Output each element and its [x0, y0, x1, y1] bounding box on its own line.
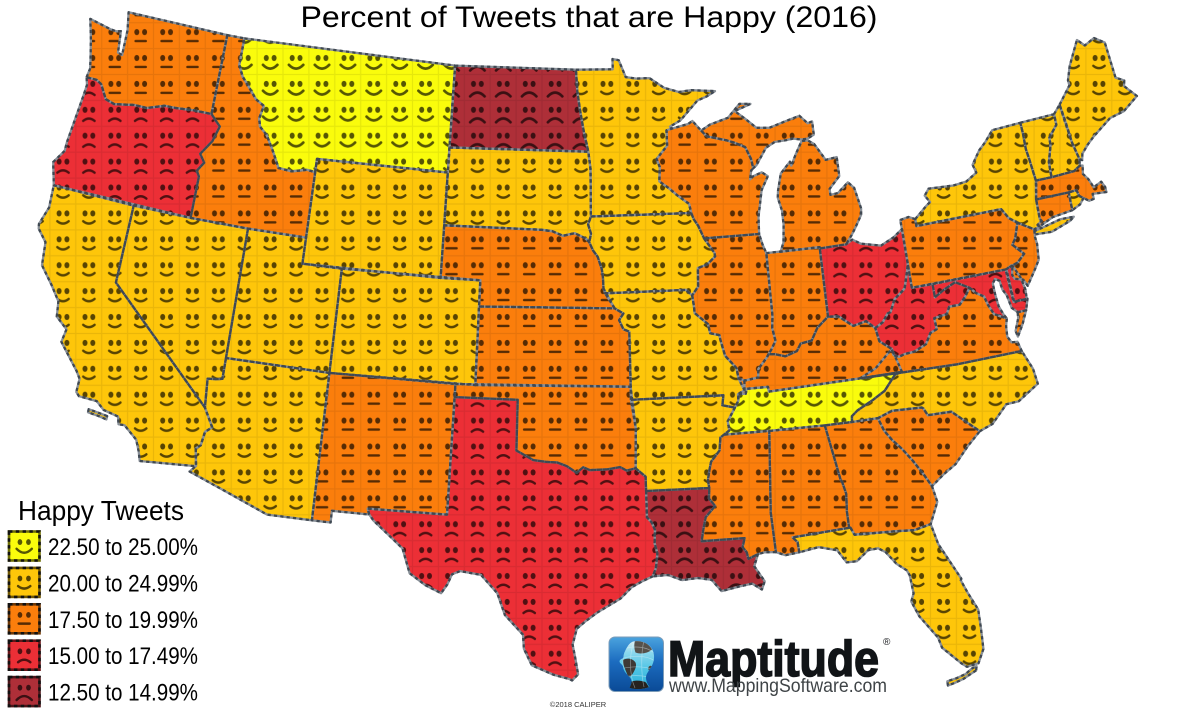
svg-text:©2018 CALIPER: ©2018 CALIPER: [550, 700, 607, 709]
svg-text:20.00 to 24.99%: 20.00 to 24.99%: [48, 570, 198, 597]
svg-text:22.50 to 25.00%: 22.50 to 25.00%: [48, 534, 198, 561]
svg-text:15.00 to 17.49%: 15.00 to 17.49%: [48, 643, 198, 670]
svg-text:Happy Tweets: Happy Tweets: [18, 495, 184, 526]
svg-text:www.MappingSoftware.com: www.MappingSoftware.com: [668, 675, 887, 697]
svg-text:12.50 to 14.99%: 12.50 to 14.99%: [48, 680, 198, 707]
svg-text:Maptitude: Maptitude: [668, 631, 879, 687]
svg-text:®: ®: [883, 637, 891, 648]
svg-text:Percent of Tweets that are Hap: Percent of Tweets that are Happy (2016): [301, 1, 878, 34]
svg-text:17.50 to 19.99%: 17.50 to 19.99%: [48, 607, 198, 634]
